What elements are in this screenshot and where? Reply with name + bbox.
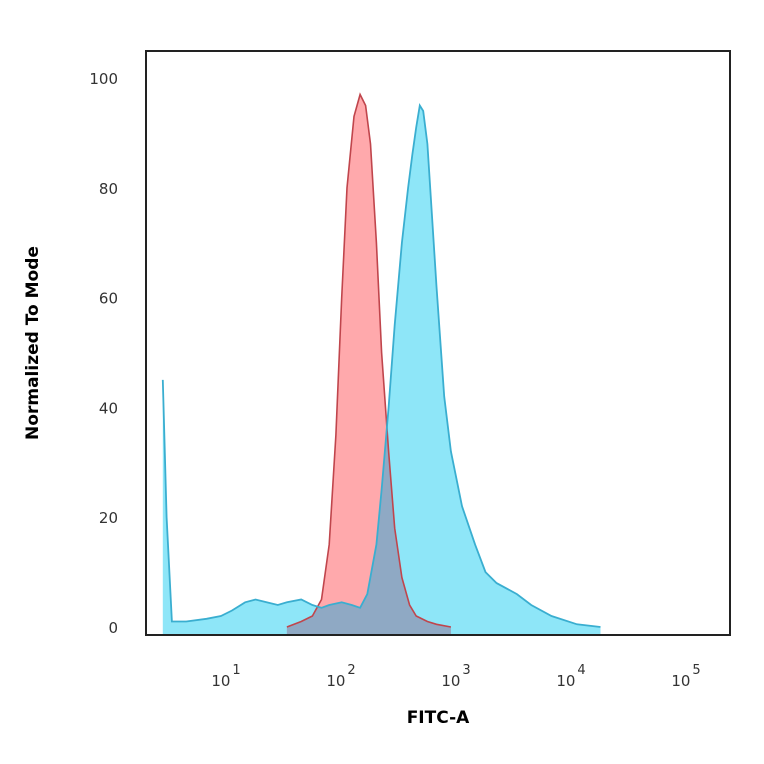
y-tick-label: 60: [99, 290, 118, 308]
x-tick-label: 103: [441, 663, 470, 690]
isotype-histogram-fill: [286, 94, 451, 635]
y-tick-label: 0: [108, 619, 118, 637]
x-tick-label: 105: [671, 663, 700, 690]
isotype-histogram-line: [286, 92, 452, 628]
x-tick-label: 101: [211, 663, 240, 690]
sample-histogram-line: [161, 103, 601, 628]
overlap-region: [286, 105, 451, 635]
x-tick-label: 104: [556, 663, 585, 690]
y-axis-title: Normalized To Mode: [23, 246, 43, 440]
y-tick-label: 80: [99, 180, 118, 198]
x-tick-label: 102: [326, 663, 355, 690]
plot-frame: [145, 50, 731, 636]
y-tick-label: 20: [99, 509, 118, 527]
x-axis-title: FITC-A: [407, 708, 470, 728]
y-tick-label: 40: [99, 399, 118, 417]
plot-area: [161, 92, 601, 635]
x-axis-tick-labels: 101 102 103 104 105: [211, 663, 700, 690]
y-axis-tick-labels: 0 20 40 60 80 100: [89, 70, 118, 637]
y-tick-label: 100: [89, 70, 118, 88]
